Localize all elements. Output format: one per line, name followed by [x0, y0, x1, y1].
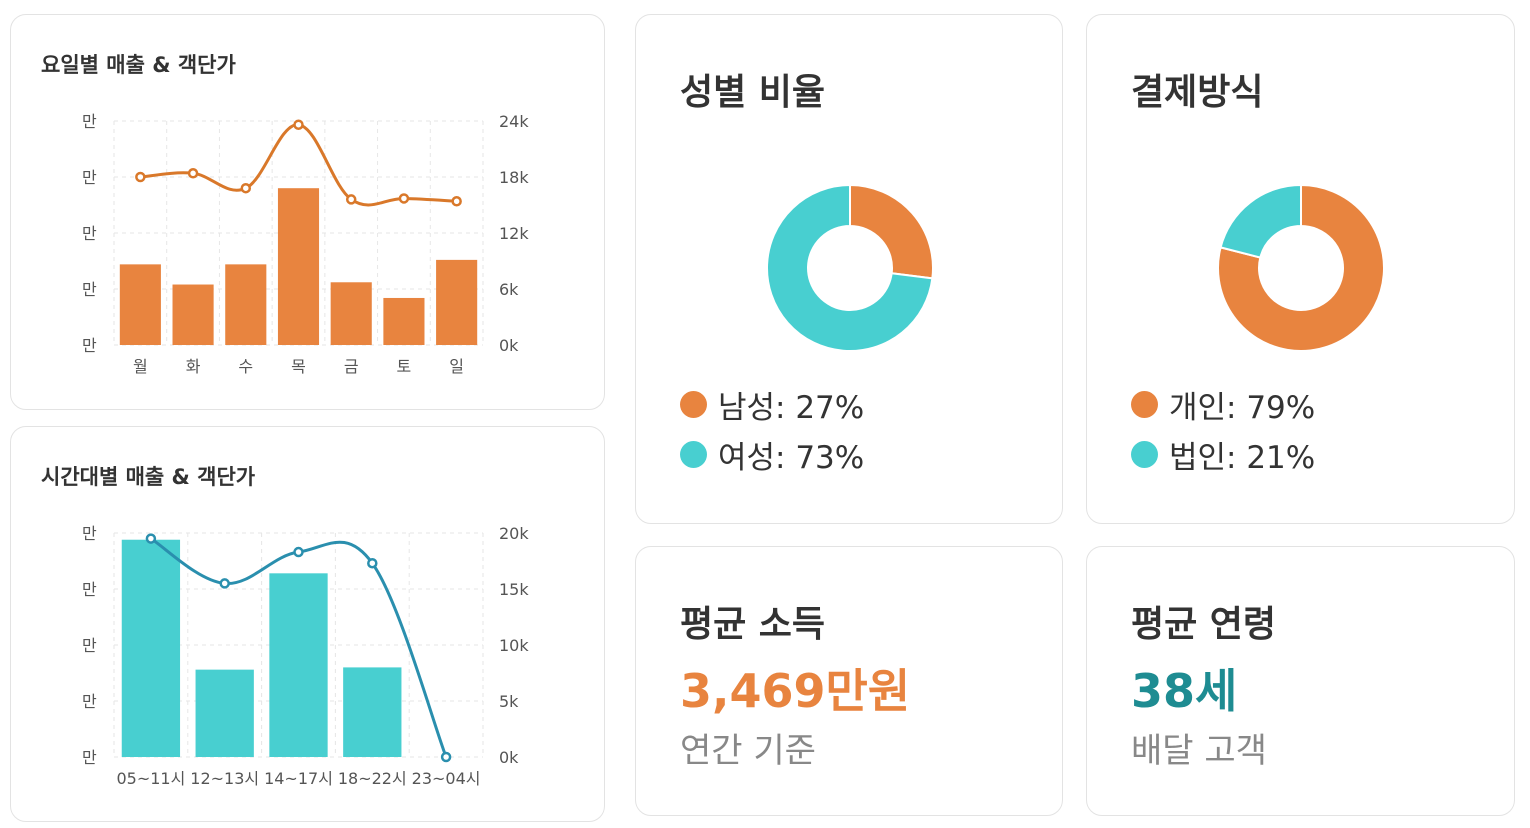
category-label: 23~04시	[412, 769, 481, 788]
line-point	[398, 193, 410, 204]
line-point	[187, 168, 199, 179]
left-tick-label: 만	[82, 168, 97, 187]
income-title: 평균 소득	[680, 604, 826, 645]
hourly-chart-title: 시간대별 매출 & 객단가	[41, 465, 256, 489]
legend-swatch-corporate	[1131, 440, 1158, 468]
donut-slice	[1219, 183, 1302, 259]
payment-card: 결제방식 개인: 79% 법인: 21%	[1086, 14, 1515, 524]
gender-title: 성별 비율	[680, 72, 826, 113]
right-tick-label: 20k	[499, 524, 529, 543]
category-label: 토	[397, 357, 412, 376]
line-point	[145, 533, 157, 544]
hourly-chart-card: 시간대별 매출 & 객단가 만 만 만 만 만 20k 15k 10k 5k 0k 05~11시 12…	[10, 426, 605, 822]
bar	[119, 264, 161, 345]
category-label: 월	[133, 357, 148, 376]
income-caption: 연간 기준	[680, 731, 816, 771]
legend-item-male: 남성: 27%	[680, 379, 864, 429]
gender-card: 성별 비율 남성: 27% 여성: 73%	[635, 14, 1063, 524]
bar	[383, 297, 425, 345]
bar	[195, 669, 254, 757]
legend-swatch-female	[680, 440, 707, 468]
line-point	[345, 194, 357, 205]
right-tick-label: 24k	[499, 112, 529, 131]
bar	[436, 259, 478, 345]
line-point	[451, 196, 462, 207]
category-label: 12~13시	[190, 769, 259, 788]
bar	[121, 539, 181, 757]
payment-donut	[1217, 183, 1385, 352]
payment-title: 결제방식	[1131, 72, 1264, 113]
legend-label-female: 여성: 73%	[718, 439, 865, 476]
category-label: 18~22시	[338, 769, 407, 788]
age-title: 평균 연령	[1131, 604, 1277, 645]
donut-slice	[849, 183, 934, 280]
gender-donut	[766, 183, 934, 352]
right-tick-label: 0k	[499, 336, 519, 355]
line-point	[367, 557, 378, 569]
series-line	[150, 537, 448, 758]
right-tick-label: 15k	[499, 580, 529, 599]
line-point	[219, 578, 230, 589]
category-label: 일	[449, 357, 464, 376]
donut-slice	[1217, 183, 1385, 352]
age-card: 평균 연령 38세 배달 고객	[1086, 546, 1515, 816]
income-value: 3,469만원	[680, 664, 911, 718]
legend-item-corporate: 법인: 21%	[1131, 429, 1315, 479]
left-tick-label: 만	[82, 112, 97, 131]
right-tick-label: 18k	[499, 168, 529, 187]
category-label: 금	[344, 357, 359, 376]
income-card: 평균 소득 3,469만원 연간 기준	[635, 546, 1063, 816]
left-tick-label: 만	[82, 280, 97, 299]
line-point	[240, 182, 252, 194]
left-tick-label: 만	[82, 224, 97, 243]
legend-swatch-male	[680, 390, 707, 418]
right-tick-label: 10k	[499, 636, 529, 655]
left-tick-label: 만	[82, 636, 97, 655]
category-label: 수	[238, 357, 253, 376]
left-tick-label: 만	[82, 336, 97, 355]
category-label: 화	[186, 357, 201, 376]
category-label: 05~11시	[116, 769, 185, 788]
legend-item-female: 여성: 73%	[680, 429, 864, 479]
right-tick-label: 5k	[499, 692, 519, 711]
bar	[269, 573, 328, 757]
bar	[172, 284, 214, 345]
left-tick-label: 만	[82, 748, 97, 767]
left-tick-label: 만	[82, 524, 97, 543]
line-point	[440, 751, 452, 763]
bar	[225, 264, 267, 345]
right-tick-label: 0k	[499, 748, 519, 767]
bar	[343, 667, 402, 757]
bar	[330, 282, 372, 345]
line-point	[135, 171, 146, 183]
category-label: 목	[291, 357, 306, 376]
legend-swatch-personal	[1131, 390, 1158, 418]
age-value: 38세	[1131, 664, 1238, 718]
weekday-chart-card: 요일별 매출 & 객단가 만 만 만 만 만 24k 18k 12k 6k 0k 월 화 수 목 금 토 일	[10, 14, 605, 410]
gender-legend: 남성: 27% 여성: 73%	[680, 379, 864, 479]
bar	[277, 188, 320, 345]
line-point	[293, 546, 304, 558]
right-tick-label: 12k	[499, 224, 529, 243]
legend-label-male: 남성: 27%	[718, 389, 865, 426]
age-caption: 배달 고객	[1131, 731, 1267, 771]
right-tick-label: 6k	[499, 280, 519, 299]
legend-label-corporate: 법인: 21%	[1169, 439, 1316, 476]
line-point	[293, 119, 304, 130]
category-label: 14~17시	[264, 769, 333, 788]
left-tick-label: 만	[82, 692, 97, 711]
legend-label-personal: 개인: 79%	[1169, 389, 1316, 426]
weekday-chart-title: 요일별 매출 & 객단가	[41, 53, 236, 77]
payment-legend: 개인: 79% 법인: 21%	[1131, 379, 1315, 479]
left-tick-label: 만	[82, 580, 97, 599]
donut-slice	[766, 183, 934, 352]
legend-item-personal: 개인: 79%	[1131, 379, 1315, 429]
